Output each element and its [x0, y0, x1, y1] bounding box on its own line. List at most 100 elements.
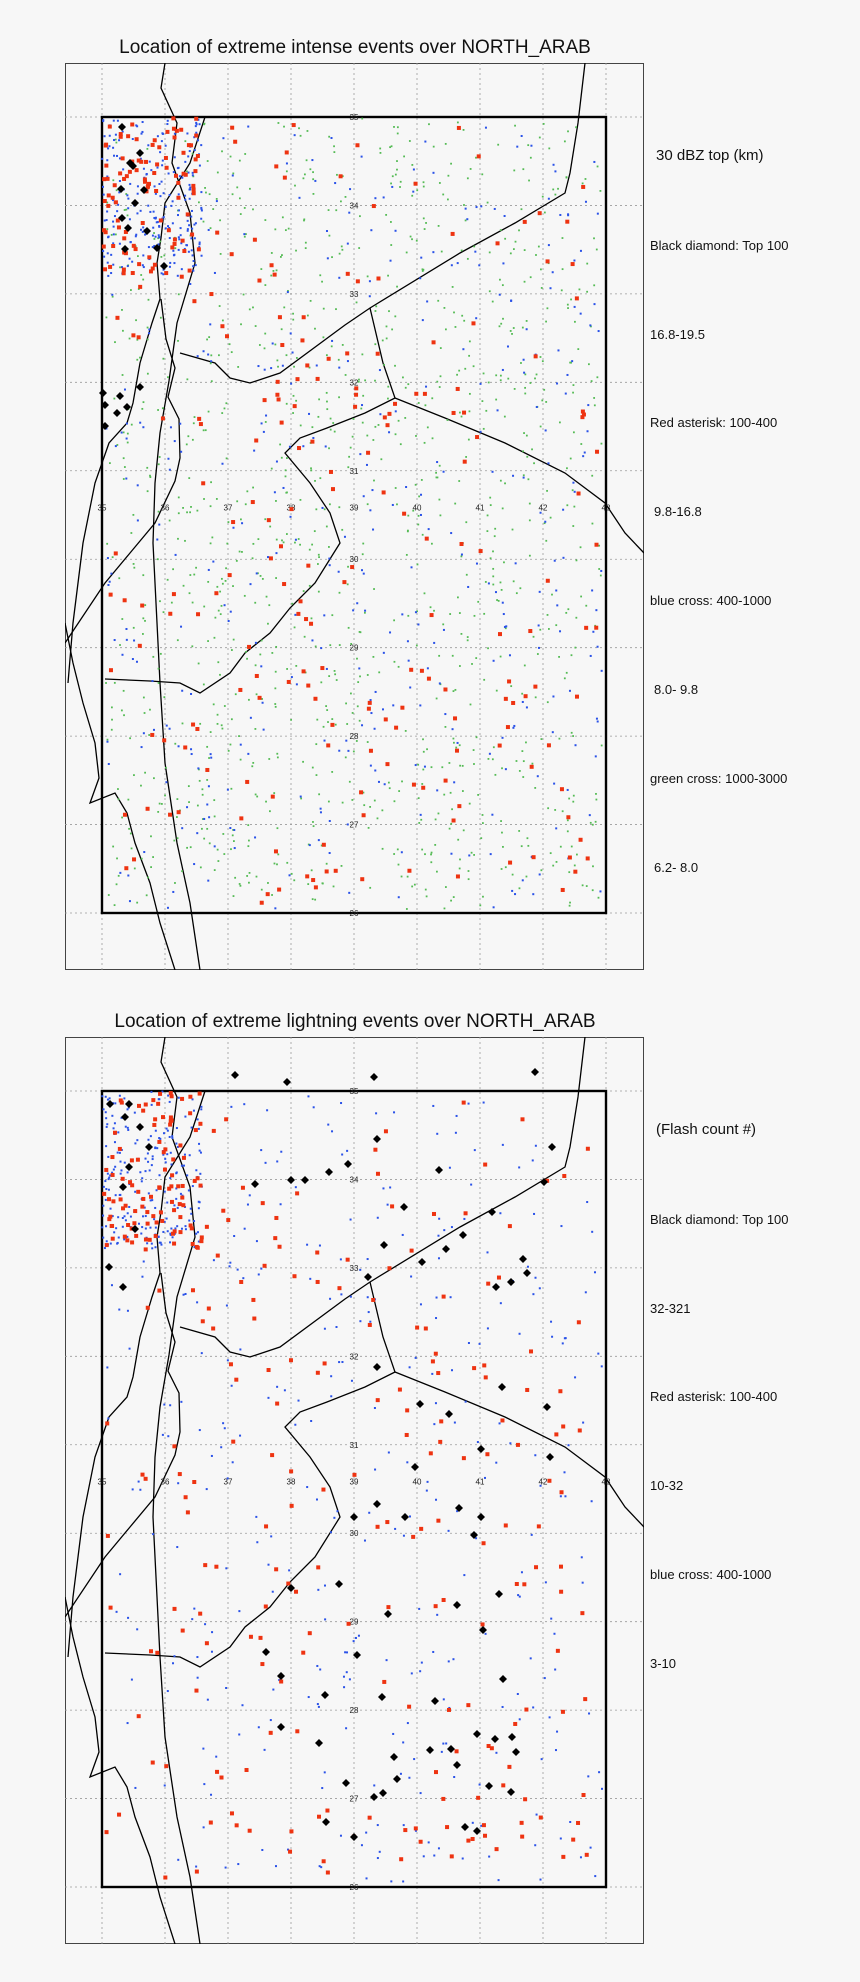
- black-diamond-point: [123, 403, 131, 411]
- green-cross-point: [321, 280, 323, 283]
- blue-cross-point: [151, 680, 154, 683]
- green-cross-point: [275, 269, 278, 272]
- blue-cross-point: [341, 1153, 344, 1156]
- blue-cross-point: [275, 460, 278, 463]
- green-cross-point: [140, 274, 143, 276]
- green-cross-point: [475, 736, 478, 739]
- blue-cross-point: [255, 1240, 258, 1243]
- red-asterisk-point: [168, 1119, 173, 1124]
- red-asterisk-point: [137, 1103, 142, 1108]
- blue-cross-point: [172, 890, 175, 893]
- blue-cross-point: [126, 1309, 129, 1312]
- blue-cross-point: [187, 155, 190, 158]
- blue-cross-point: [166, 1230, 169, 1233]
- green-cross-point: [545, 320, 547, 323]
- green-cross-point: [198, 201, 200, 204]
- green-cross-point: [424, 404, 427, 407]
- blue-cross-point: [323, 1327, 326, 1330]
- blue-cross-point: [144, 1215, 147, 1218]
- blue-cross-point: [151, 1155, 154, 1158]
- green-cross-point: [421, 268, 424, 271]
- blue-cross-point: [271, 1590, 274, 1593]
- green-cross-point: [569, 457, 572, 460]
- blue-cross-point: [442, 1742, 445, 1745]
- green-cross-point: [590, 325, 592, 328]
- legend-range-2: 10-32: [650, 1478, 684, 1493]
- blue-cross-point: [502, 262, 505, 265]
- blue-cross-point: [153, 185, 156, 188]
- blue-cross-point: [594, 755, 597, 758]
- green-cross-point: [497, 143, 500, 146]
- black-diamond-point: [287, 1584, 295, 1592]
- blue-cross-point: [343, 535, 346, 538]
- green-cross-point: [357, 681, 360, 684]
- green-cross-point: [350, 643, 353, 645]
- blue-cross-point: [133, 1111, 136, 1114]
- blue-cross-point: [117, 203, 120, 206]
- green-cross-point: [430, 766, 433, 769]
- green-cross-point: [356, 705, 359, 708]
- green-cross-point: [129, 832, 132, 835]
- blue-cross-point: [511, 889, 514, 892]
- green-cross-point: [186, 170, 188, 173]
- blue-cross-point: [231, 1461, 234, 1464]
- green-cross-point: [245, 650, 247, 653]
- blue-cross-point: [161, 1433, 164, 1436]
- blue-cross-point: [412, 168, 415, 171]
- blue-cross-point: [419, 1670, 422, 1673]
- green-cross-point: [189, 511, 191, 514]
- blue-cross-point: [198, 1142, 201, 1145]
- red-asterisk-point: [519, 1820, 524, 1825]
- red-asterisk-point: [375, 1398, 380, 1403]
- green-cross-point: [458, 744, 461, 747]
- green-cross-point: [206, 745, 209, 748]
- red-asterisk-point: [102, 228, 107, 233]
- green-cross-point: [231, 193, 234, 196]
- blue-cross-point: [173, 262, 176, 265]
- green-cross-point: [369, 806, 372, 808]
- red-asterisk-point: [199, 1235, 204, 1240]
- green-cross-point: [522, 450, 524, 453]
- blue-cross-point: [534, 1144, 537, 1147]
- red-asterisk-point: [125, 1238, 130, 1243]
- blue-cross-point: [197, 118, 200, 121]
- red-asterisk-point: [155, 162, 160, 167]
- blue-cross-point: [181, 827, 184, 830]
- green-cross-point: [303, 218, 306, 221]
- blue-cross-point: [287, 1848, 290, 1851]
- blue-cross-point: [318, 1244, 321, 1247]
- blue-cross-point: [359, 1268, 362, 1271]
- green-cross-point: [247, 824, 250, 827]
- blue-cross-point: [328, 564, 331, 567]
- blue-cross-point: [141, 1226, 144, 1229]
- green-cross-point: [396, 168, 398, 171]
- blue-cross-point: [460, 553, 463, 556]
- red-asterisk-point: [346, 1621, 351, 1626]
- red-asterisk-point: [110, 195, 115, 200]
- blue-cross-point: [243, 233, 246, 236]
- green-cross-point: [221, 582, 224, 585]
- green-cross-point: [113, 681, 116, 684]
- blue-cross-point: [414, 611, 417, 614]
- green-cross-point: [275, 577, 277, 579]
- red-asterisk-point: [304, 617, 309, 622]
- blue-cross-point: [190, 249, 193, 252]
- green-cross-point: [540, 287, 543, 289]
- green-cross-point: [112, 845, 115, 848]
- blue-cross-point: [520, 134, 523, 137]
- red-asterisk-point: [578, 837, 583, 842]
- green-cross-point: [274, 670, 277, 673]
- green-cross-point: [331, 614, 334, 617]
- blue-cross-point: [171, 1137, 174, 1140]
- red-asterisk-point: [538, 1815, 543, 1820]
- blue-cross-point: [324, 445, 327, 448]
- green-cross-point: [466, 639, 469, 642]
- green-cross-point: [570, 361, 572, 364]
- blue-cross-point: [375, 1112, 378, 1115]
- green-cross-point: [515, 760, 518, 762]
- blue-cross-point: [554, 1668, 557, 1671]
- green-cross-point: [157, 810, 160, 813]
- green-cross-point: [422, 738, 424, 741]
- green-cross-point: [123, 209, 126, 211]
- red-asterisk-point: [121, 271, 126, 276]
